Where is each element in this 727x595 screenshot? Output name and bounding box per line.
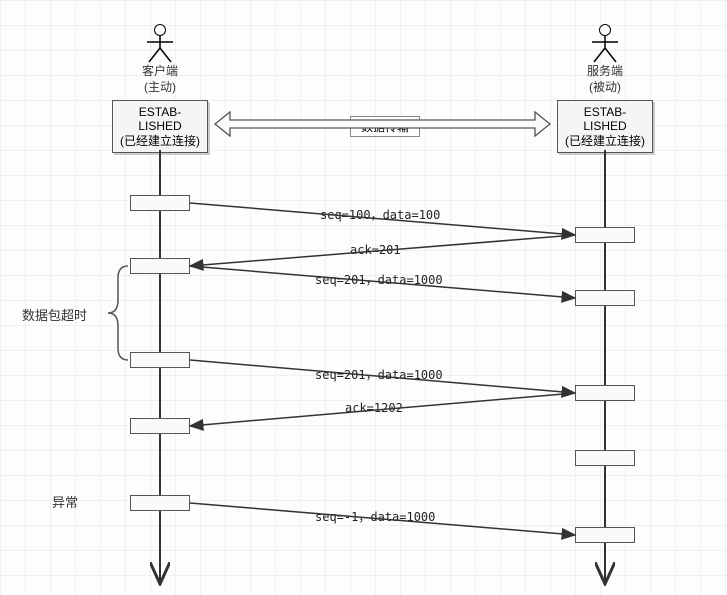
client-state-3: (已经建立连接) xyxy=(120,134,200,148)
client-label-2: (主动) xyxy=(144,80,176,94)
server-label-2: (被动) xyxy=(589,80,621,94)
client-activation xyxy=(130,418,190,434)
server-lifeline xyxy=(604,150,606,580)
server-state-2: LISHED xyxy=(583,119,626,133)
transfer-label: 数据传输 xyxy=(350,116,420,137)
client-actor-head xyxy=(154,24,166,36)
server-activation xyxy=(575,290,635,306)
server-activation xyxy=(575,227,635,243)
msg-label: seq=201，data=1000 xyxy=(315,366,443,383)
server-activation xyxy=(575,450,635,466)
client-actor-label: 客户端 (主动) xyxy=(120,64,200,95)
msg-label: ack=1202 xyxy=(345,401,403,415)
timeout-label: 数据包超时 xyxy=(22,305,87,324)
client-state-box: ESTAB- LISHED (已经建立连接) xyxy=(112,100,208,153)
client-state-1: ESTAB- xyxy=(139,105,181,119)
server-state-3: (已经建立连接) xyxy=(565,134,645,148)
msg-label: seq=201，data=1000 xyxy=(315,271,443,288)
client-activation xyxy=(130,495,190,511)
msg-label: seq=100，data=100 xyxy=(320,206,440,223)
client-label-1: 客户端 xyxy=(142,64,178,78)
exception-label: 异常 xyxy=(52,492,78,511)
client-state-2: LISHED xyxy=(138,119,181,133)
server-state-box: ESTAB- LISHED (已经建立连接) xyxy=(557,100,653,153)
server-actor-label: 服务端 (被动) xyxy=(565,64,645,95)
client-activation xyxy=(130,258,190,274)
client-activation xyxy=(130,352,190,368)
server-state-1: ESTAB- xyxy=(584,105,626,119)
server-actor-body xyxy=(590,36,620,64)
client-activation xyxy=(130,195,190,211)
server-actor-head xyxy=(599,24,611,36)
server-activation xyxy=(575,527,635,543)
msg-label: seq=-1，data=1000 xyxy=(315,508,435,525)
server-label-1: 服务端 xyxy=(587,64,623,78)
server-activation xyxy=(575,385,635,401)
sequence-diagram: 客户端 (主动) 服务端 (被动) ESTAB- LISHED (已经建立连接)… xyxy=(0,0,727,595)
client-actor-body xyxy=(145,36,175,64)
msg-label: ack=201 xyxy=(350,243,401,257)
